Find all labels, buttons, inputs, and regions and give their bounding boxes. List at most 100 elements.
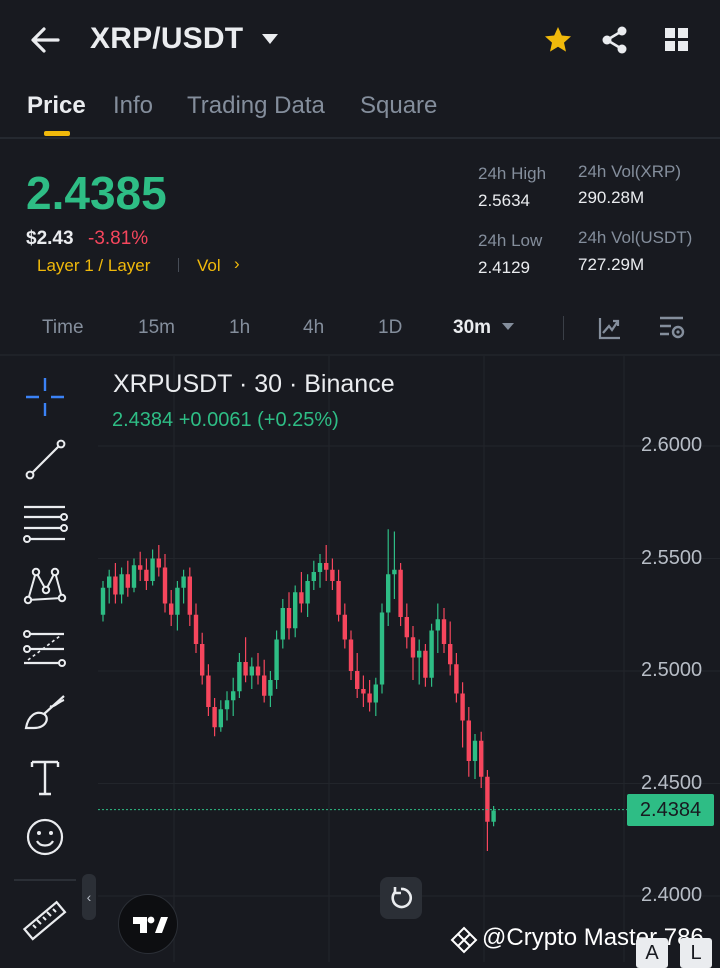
indicator-icon[interactable] (597, 315, 623, 341)
horizontal-lines-icon[interactable] (20, 498, 70, 548)
candle-body (200, 644, 205, 676)
back-arrow-icon[interactable] (28, 24, 62, 56)
candle-body (367, 693, 372, 703)
tab-info[interactable]: Info (113, 92, 154, 119)
tradingview-logo (118, 894, 178, 954)
candle (392, 531, 397, 599)
ruler-icon[interactable] (20, 896, 70, 946)
emoji-icon[interactable] (20, 812, 70, 862)
crosshair-icon[interactable] (20, 372, 70, 422)
chart-settings-icon[interactable] (657, 314, 687, 342)
candle (193, 603, 199, 653)
pair-title[interactable]: XRP/USDT (90, 22, 244, 55)
fib-retracement-icon[interactable] (20, 624, 70, 674)
last-price-badge: 2.4384 (627, 794, 714, 826)
candle-body (162, 567, 168, 604)
tf-30m[interactable]: 30m (453, 317, 492, 338)
candle (187, 567, 192, 626)
y-axis-tick-label: 2.5500 (641, 546, 703, 569)
candle (410, 626, 416, 680)
top-bar: XRP/USDT (0, 0, 720, 80)
candle-body (330, 569, 335, 581)
candle (243, 637, 248, 683)
candle-body (150, 558, 155, 581)
chart-divider (0, 354, 720, 356)
reset-chart-button[interactable] (380, 877, 422, 919)
candle-body (218, 709, 223, 728)
candle-body (429, 630, 434, 678)
tab-price[interactable]: Price (27, 92, 86, 119)
brush-icon[interactable] (20, 688, 70, 738)
vol-tag[interactable]: Vol (197, 256, 221, 275)
candlestick-chart[interactable] (0, 356, 720, 962)
pattern-tool-icon[interactable] (20, 560, 70, 610)
vol-quote-value: 727.29M (578, 255, 645, 274)
vol-base-label: 24h Vol(XRP) (578, 162, 681, 181)
candle (206, 664, 211, 716)
candle (379, 603, 385, 694)
candle (131, 558, 137, 593)
candle-body (466, 720, 471, 761)
low-value: 2.4129 (478, 258, 530, 277)
vol-base-value: 290.28M (578, 188, 645, 207)
tf-dropdown-caret-icon[interactable] (502, 323, 514, 330)
candle-body (131, 565, 137, 588)
candle (373, 677, 378, 716)
candle-body (280, 608, 285, 640)
candle (150, 549, 155, 586)
candle-body (355, 671, 360, 689)
candle-body (255, 666, 261, 676)
price-change-percent: -3.81% (88, 228, 149, 249)
candle-body (348, 639, 354, 671)
candle (218, 700, 223, 732)
candle-body (286, 608, 292, 629)
tf-time[interactable]: Time (42, 317, 84, 338)
grid-menu-icon[interactable] (661, 24, 693, 56)
candle (119, 567, 124, 604)
candle-body (231, 691, 236, 701)
usd-price: $2.43 (26, 228, 74, 249)
candle-body (181, 576, 186, 588)
tf-separator (563, 316, 564, 340)
candle (460, 682, 465, 748)
candle-body (336, 581, 341, 615)
auto-scale-button[interactable]: A (636, 938, 668, 968)
candle (348, 630, 354, 680)
log-scale-button[interactable]: L (680, 938, 712, 968)
candle-body (435, 619, 440, 631)
candle-body (317, 563, 323, 572)
candle (200, 632, 205, 685)
toolbar-divider (14, 879, 76, 881)
candle-body (274, 639, 279, 680)
candle (355, 653, 360, 698)
candle-body (460, 693, 465, 721)
candle (336, 569, 341, 622)
tf-4h[interactable]: 4h (303, 317, 325, 338)
candle (175, 581, 180, 631)
category-tag[interactable]: Layer 1 / Layer (37, 256, 151, 275)
pair-dropdown-caret-icon[interactable] (262, 34, 278, 44)
candle (441, 608, 447, 653)
candle (162, 554, 168, 613)
favorite-star-icon[interactable] (542, 24, 574, 56)
tf-1d[interactable]: 1D (378, 317, 403, 338)
trend-line-icon[interactable] (20, 434, 70, 484)
text-tool-icon[interactable] (20, 752, 70, 802)
candle (293, 585, 298, 638)
candle (138, 551, 143, 581)
candle (479, 731, 484, 788)
candle (417, 639, 422, 685)
candle (317, 554, 323, 588)
tab-square[interactable]: Square (360, 92, 438, 119)
drawing-toolbar (0, 356, 92, 962)
candle (485, 770, 490, 851)
candle (466, 707, 471, 777)
toolbar-collapse-button[interactable]: ‹ (82, 874, 96, 920)
tf-1h[interactable]: 1h (229, 317, 251, 338)
tab-trading-data[interactable]: Trading Data (187, 92, 325, 119)
candle-body (398, 569, 403, 617)
candle-body (379, 612, 385, 685)
tf-15m[interactable]: 15m (138, 317, 175, 338)
share-icon[interactable] (599, 24, 631, 56)
candle-body (249, 666, 254, 676)
